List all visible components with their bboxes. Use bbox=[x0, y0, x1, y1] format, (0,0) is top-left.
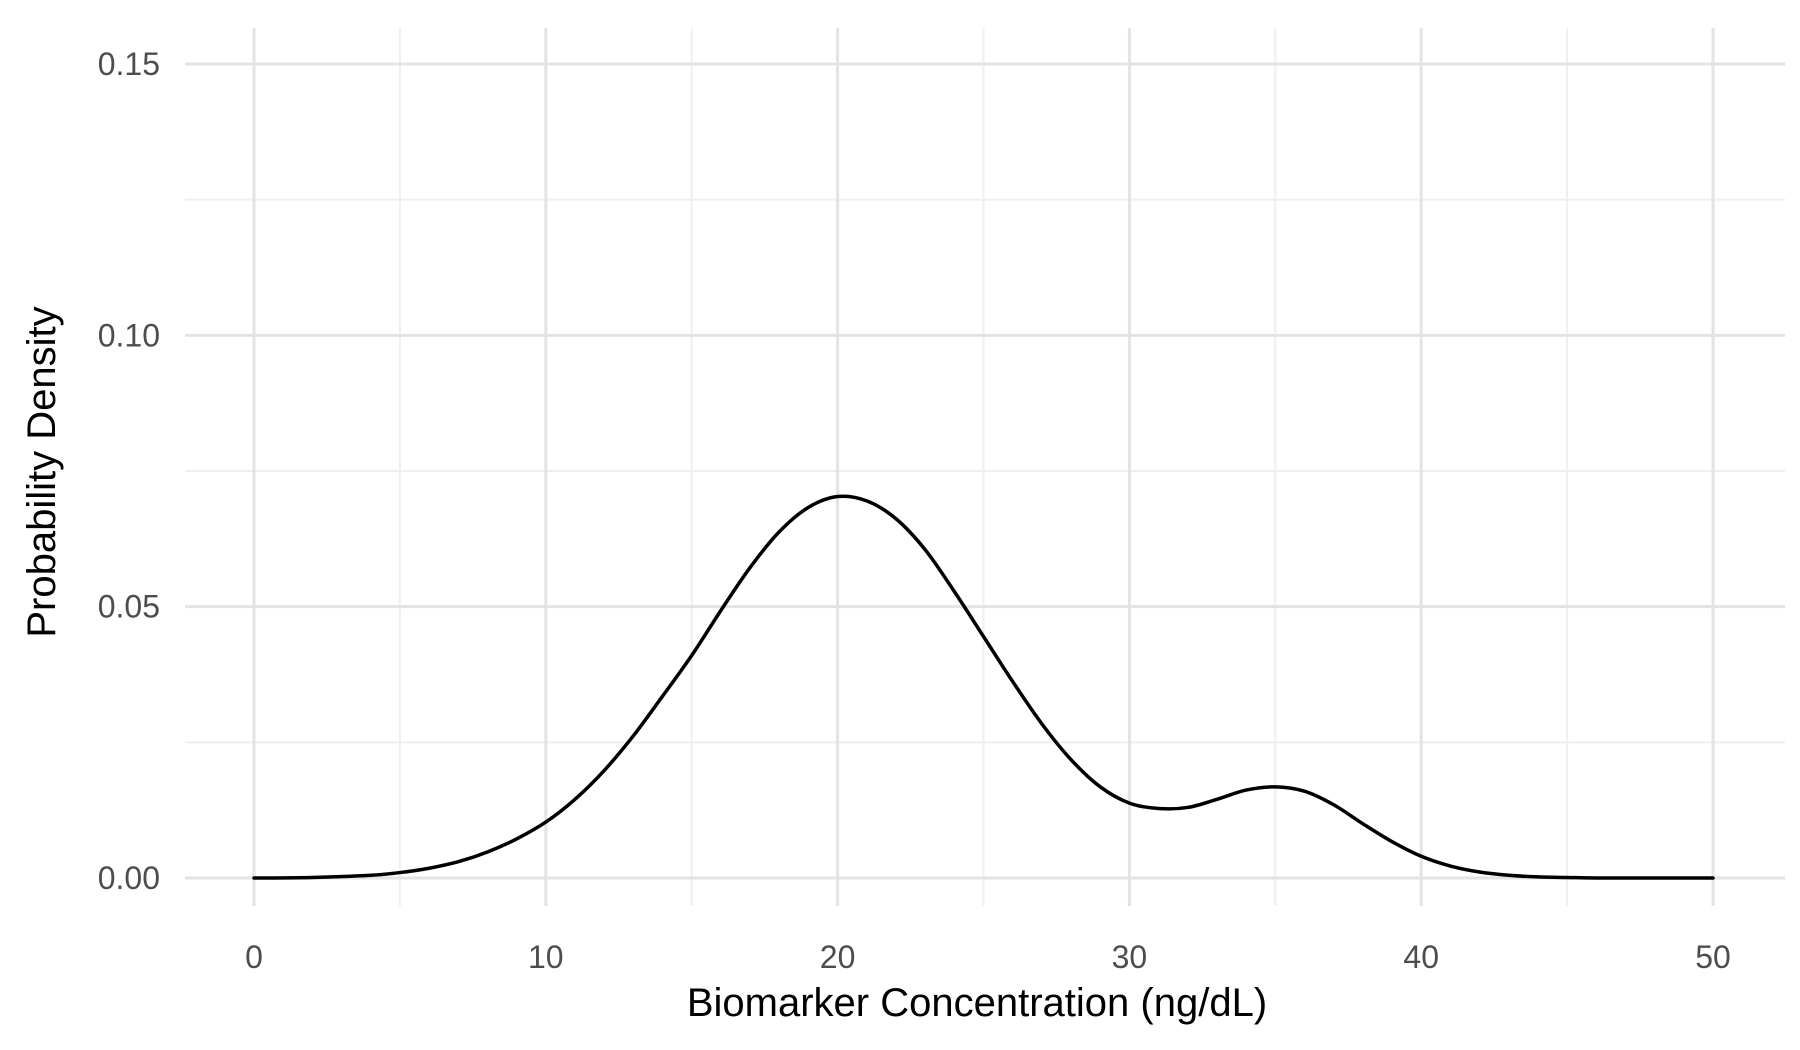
y-tick-label: 0.05 bbox=[98, 589, 160, 625]
tick-label-layer: 0 10 20 30 40 50 0.00 0.05 0.10 0.15 bbox=[98, 46, 1731, 975]
density-curve bbox=[252, 494, 1715, 880]
series-layer bbox=[252, 494, 1715, 880]
x-tick-label: 50 bbox=[1695, 939, 1731, 975]
x-tick-label: 30 bbox=[1112, 939, 1148, 975]
y-axis-title: Probability Density bbox=[20, 306, 64, 637]
y-tick-label: 0.00 bbox=[98, 860, 160, 896]
grid-layer bbox=[185, 28, 1785, 906]
x-tick-label: 40 bbox=[1403, 939, 1439, 975]
x-axis-title: Biomarker Concentration (ng/dL) bbox=[687, 981, 1267, 1025]
y-tick-label: 0.10 bbox=[98, 317, 160, 353]
x-tick-label: 20 bbox=[820, 939, 856, 975]
x-tick-label: 0 bbox=[245, 939, 263, 975]
x-tick-label: 10 bbox=[528, 939, 564, 975]
y-tick-label: 0.15 bbox=[98, 46, 160, 82]
